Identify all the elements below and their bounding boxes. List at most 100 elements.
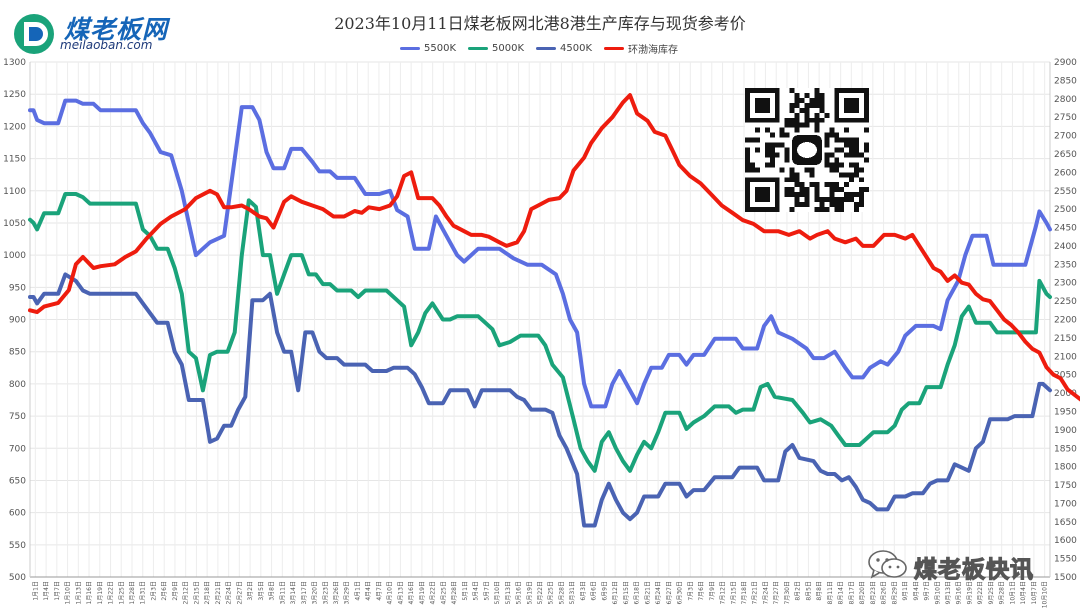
- wechat-icon: [868, 550, 907, 579]
- legend-item-5500k[interactable]: 5500K: [400, 43, 456, 54]
- x-tick-label: 1月13日: [75, 581, 82, 604]
- x-tick-label: 6月3日: [580, 581, 587, 601]
- x-tick-label: 6月18日: [634, 581, 641, 604]
- x-tick-label: 5月22日: [537, 581, 544, 604]
- x-tick-label: 10月10日: [1042, 581, 1049, 608]
- chart-axes: 500 550 600 650 700 750 800 850 900 950 1000 1050 11…: [3, 58, 1077, 608]
- x-tick-label: 5月13日: [505, 581, 512, 604]
- legend-swatch-bohai-inventory: [604, 46, 625, 50]
- y-tick-label-right: 2550: [1054, 187, 1077, 197]
- x-tick-label: 9月25日: [988, 581, 995, 604]
- watermark: 煤老板快讯: [866, 548, 1056, 584]
- chart-title: 2023年10月11日煤老板网北港8港生产库存与现货参考价: [334, 14, 746, 33]
- x-tick-label: 1月10日: [65, 581, 72, 604]
- y-tick-label-right: 1750: [1054, 481, 1077, 491]
- y-tick-label-left: 1200: [3, 122, 26, 132]
- y-tick-label-left: 1150: [3, 155, 26, 165]
- y-tick-label-right: 2750: [1054, 113, 1077, 123]
- y-tick-label-left: 1250: [3, 90, 26, 100]
- x-tick-label: 1月1日: [32, 581, 39, 601]
- legend-item-4500k[interactable]: 4500K: [536, 43, 592, 54]
- y-tick-label-left: 900: [9, 316, 26, 326]
- brand-logo: 煤老板网 meilaoban.com: [12, 10, 212, 56]
- x-tick-label: 8月20日: [859, 581, 866, 604]
- x-tick-label: 4月25日: [440, 581, 447, 604]
- y-tick-label-left: 950: [9, 283, 26, 293]
- y-tick-label-left: 650: [9, 476, 26, 486]
- x-tick-label: 5月4日: [473, 581, 480, 601]
- y-tick-label-right: 1650: [1054, 518, 1077, 528]
- y-tick-label-right: 2000: [1054, 389, 1077, 399]
- legend-label-5500k: 5500K: [424, 42, 457, 54]
- x-tick-label: 8月29日: [891, 581, 898, 604]
- y-tick-label-left: 600: [9, 509, 26, 519]
- x-tick-label: 7月6日: [698, 581, 705, 601]
- y-tick-label-right: 2500: [1054, 205, 1077, 215]
- y-tick-label-left: 1050: [3, 219, 26, 229]
- x-tick-label: 8月17日: [848, 581, 855, 604]
- x-tick-label: 9月4日: [913, 581, 920, 601]
- x-tick-label: 7月15日: [730, 581, 737, 604]
- legend-label-4500k: 4500K: [560, 42, 593, 54]
- brand-site: meilaoban.com: [60, 38, 153, 52]
- series-line-5000k: [28, 192, 1052, 473]
- x-tick-label: 1月31日: [140, 581, 147, 604]
- x-tick-label: 3月14日: [290, 581, 297, 604]
- y-tick-label-right: 1950: [1054, 407, 1077, 417]
- x-tick-label: 9月10日: [934, 581, 941, 604]
- x-tick-label: 3月29日: [344, 581, 351, 604]
- x-tick-label: 4月16日: [408, 581, 415, 604]
- legend-swatch-4500k: [536, 46, 557, 50]
- x-tick-label: 1月7日: [54, 581, 61, 601]
- x-tick-label: 9月28日: [999, 581, 1006, 604]
- series-line-bohai-inventory: [28, 93, 1080, 402]
- x-tick-label: 2月6日: [161, 581, 168, 601]
- x-tick-label: 5月10日: [494, 581, 501, 604]
- x-tick-label: 8月23日: [870, 581, 877, 604]
- x-tick-label: 7月24日: [762, 581, 769, 604]
- x-tick-label: 3月11日: [279, 581, 286, 604]
- x-tick-label: 4月7日: [376, 581, 383, 601]
- y-tick-label-right: 2850: [1054, 76, 1077, 86]
- x-tick-label: 10月4日: [1020, 581, 1027, 604]
- x-tick-label: 8月8日: [816, 581, 823, 601]
- legend-label-5000k: 5000K: [492, 42, 525, 54]
- chart-legend: 5500K 5000K 4500K 环渤海库存: [400, 40, 678, 56]
- y-tick-label-right: 2150: [1054, 334, 1077, 344]
- x-tick-label: 7月12日: [720, 581, 727, 604]
- y-tick-label-right: 2050: [1054, 371, 1077, 381]
- x-tick-label: 4月19日: [419, 581, 426, 604]
- x-tick-label: 10月7日: [1031, 581, 1038, 604]
- y-tick-label-right: 1850: [1054, 444, 1077, 454]
- x-tick-label: 1月28日: [129, 581, 136, 604]
- y-tick-label-right: 2200: [1054, 316, 1077, 326]
- x-tick-label: 4月28日: [451, 581, 458, 604]
- x-tick-label: 9月22日: [977, 581, 984, 604]
- series-line-4500k: [28, 272, 1052, 528]
- chart-grid: [30, 61, 1050, 578]
- x-tick-label: 7月27日: [773, 581, 780, 604]
- x-tick-label: 4月22日: [430, 581, 437, 604]
- x-tick-label: 3月20日: [312, 581, 319, 604]
- y-tick-label-right: 1900: [1054, 426, 1077, 436]
- legend-swatch-5500k: [400, 46, 420, 50]
- legend-label-bohai-inventory: 环渤海库存: [628, 44, 679, 56]
- x-tick-label: 2月21日: [215, 581, 222, 604]
- legend-item-bohai-inventory[interactable]: 环渤海库存: [604, 41, 678, 56]
- x-tick-label: 1月22日: [108, 581, 115, 604]
- series-line-5500k: [28, 98, 1052, 409]
- y-tick-label-right: 2900: [1054, 58, 1077, 68]
- x-tick-label: 6月15日: [623, 581, 630, 604]
- x-tick-label: 5月25日: [548, 581, 555, 604]
- x-tick-label: 1月16日: [86, 581, 93, 604]
- y-tick-label-right: 2450: [1054, 224, 1077, 234]
- y-tick-label-right: 1700: [1054, 499, 1077, 509]
- y-tick-label-right: 1500: [1054, 573, 1077, 583]
- y-tick-label-left: 850: [9, 348, 26, 358]
- y-tick-label-right: 1550: [1054, 555, 1077, 565]
- y-tick-label-left: 700: [9, 444, 26, 454]
- x-tick-label: 6月12日: [612, 581, 619, 604]
- y-tick-label-left: 550: [9, 541, 26, 551]
- legend-item-5000k[interactable]: 5000K: [468, 43, 524, 54]
